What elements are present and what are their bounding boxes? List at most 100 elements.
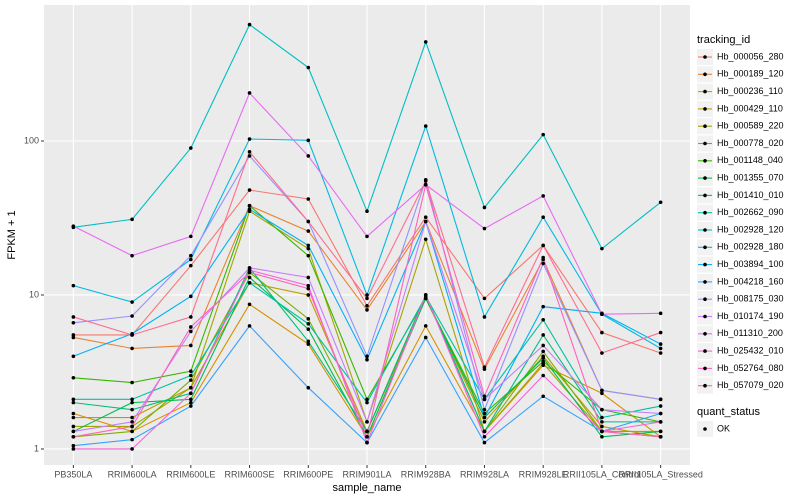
data-point <box>247 188 252 192</box>
data-point <box>189 397 193 402</box>
x-tick-label: RRII105LA_Stressed <box>618 469 703 479</box>
legend-label: Hb_002928_120 <box>717 224 784 234</box>
data-point <box>130 424 134 429</box>
data-point <box>306 339 311 344</box>
legend-label: Hb_008175_030 <box>717 294 784 304</box>
data-point <box>247 22 252 27</box>
data-point <box>541 261 545 266</box>
legend-point <box>703 228 707 232</box>
data-point <box>365 304 369 308</box>
data-point <box>365 209 369 214</box>
data-point <box>423 237 428 242</box>
data-point <box>189 391 193 396</box>
data-point <box>130 217 134 222</box>
legend-label: Hb_010174_190 <box>717 311 784 321</box>
data-point <box>658 434 663 439</box>
data-point <box>600 312 604 317</box>
legend-label: Hb_000056_280 <box>717 51 784 61</box>
data-point <box>130 346 134 351</box>
legend-title: tracking_id <box>697 34 750 46</box>
legend-point <box>703 210 707 215</box>
data-point <box>189 263 193 268</box>
data-point <box>189 400 193 405</box>
data-point <box>71 333 76 337</box>
data-point <box>71 415 76 420</box>
data-point <box>189 234 193 239</box>
data-point <box>71 447 76 451</box>
y-tick-label: 10 <box>29 289 39 299</box>
data-point <box>306 246 311 251</box>
y-axis-title: FPKM + 1 <box>6 210 18 259</box>
legend-point <box>703 245 707 250</box>
data-point <box>189 329 193 334</box>
data-point <box>365 308 369 312</box>
data-point <box>482 365 487 369</box>
data-point <box>541 255 545 260</box>
data-point <box>541 356 545 360</box>
data-point <box>130 314 134 318</box>
legend-point <box>703 55 707 59</box>
data-point <box>247 91 252 95</box>
data-point <box>365 440 369 445</box>
data-point <box>189 146 193 150</box>
data-point <box>306 293 311 297</box>
data-point <box>247 154 252 158</box>
data-point <box>423 293 428 297</box>
data-point <box>130 253 134 258</box>
data-point <box>306 283 311 288</box>
data-point <box>658 351 663 355</box>
data-point <box>365 357 369 362</box>
data-point <box>189 373 193 378</box>
legend-label: Hb_000189_120 <box>717 69 784 79</box>
legend-point <box>703 89 707 94</box>
data-point <box>130 333 134 337</box>
data-point <box>541 343 545 348</box>
legend-title: quant_status <box>697 406 760 418</box>
data-point <box>71 224 76 228</box>
data-point <box>247 203 252 208</box>
legend-point <box>703 297 707 302</box>
data-point <box>71 335 76 340</box>
data-point <box>71 434 76 439</box>
data-point <box>306 342 311 346</box>
data-point <box>423 324 428 328</box>
data-point <box>306 385 311 390</box>
data-point <box>600 434 604 439</box>
legend-label: Hb_025432_010 <box>717 345 784 355</box>
legend-label: Hb_000778_020 <box>717 138 784 148</box>
legend-label: Hb_004218_160 <box>717 276 784 286</box>
data-point <box>71 354 76 359</box>
data-point <box>247 280 252 285</box>
data-point <box>482 415 487 420</box>
data-point <box>365 400 369 405</box>
data-point <box>541 394 545 399</box>
data-point <box>306 286 311 291</box>
legend-label: Hb_003894_100 <box>717 259 784 269</box>
data-point <box>600 351 604 355</box>
data-point <box>600 330 604 335</box>
data-point <box>658 342 663 346</box>
data-point <box>482 411 487 416</box>
data-point <box>482 420 487 424</box>
data-point <box>247 302 252 307</box>
data-point <box>247 150 252 154</box>
data-point <box>365 234 369 239</box>
data-point <box>423 124 428 128</box>
data-point <box>482 205 487 210</box>
legend-point <box>703 72 707 77</box>
data-point <box>482 440 487 445</box>
data-point <box>71 400 76 405</box>
legend-label: Hb_000589_220 <box>717 121 784 131</box>
data-point <box>658 420 663 424</box>
y-tick-label: 1 <box>34 443 39 453</box>
legend-label: Hb_001148_040 <box>717 155 783 165</box>
data-point <box>71 283 76 288</box>
legend-label: Hb_000429_110 <box>717 103 783 113</box>
data-point <box>306 154 311 158</box>
data-point <box>658 200 663 205</box>
data-point <box>71 424 76 429</box>
data-point <box>71 411 76 416</box>
x-tick-label: RRIM928BA <box>401 469 451 479</box>
legend-point <box>703 193 707 198</box>
legend-label: Hb_011310_200 <box>717 328 783 338</box>
